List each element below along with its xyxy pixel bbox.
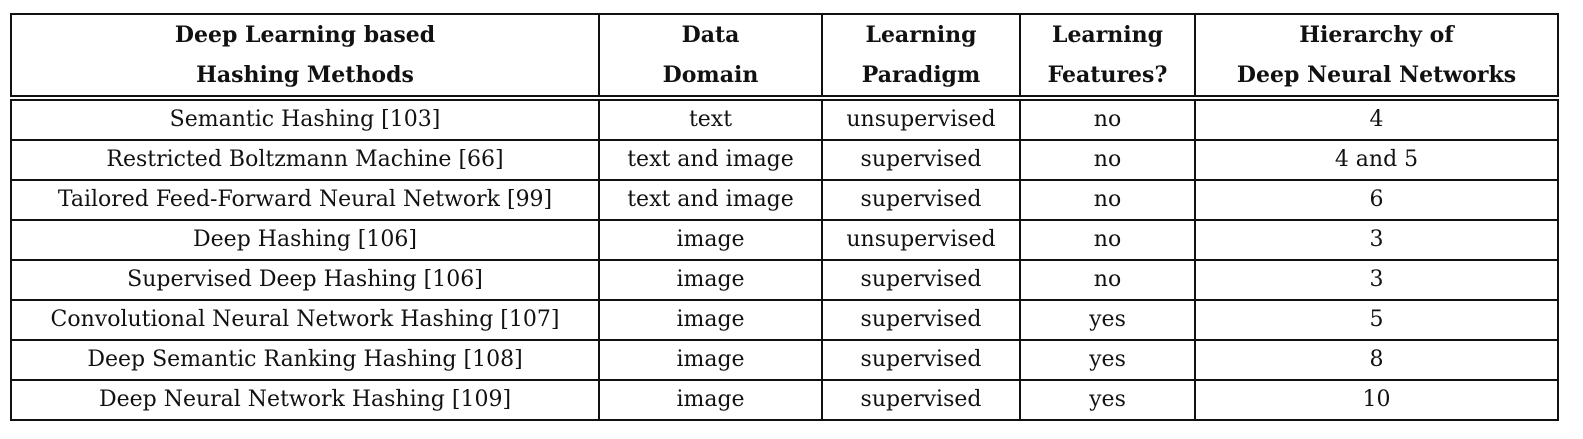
header-learning-paradigm-line1: Learning bbox=[865, 22, 977, 48]
header-learning-paradigm: Learning Paradigm bbox=[821, 13, 1021, 101]
header-learning-features-line2: Features? bbox=[1047, 62, 1168, 88]
table-row: Tailored Feed-Forward Neural Network [99… bbox=[10, 179, 1559, 221]
cell-learning-features: no bbox=[1019, 97, 1196, 141]
cell-learning-paradigm: supervised bbox=[821, 259, 1021, 301]
table-row: Deep Semantic Ranking Hashing [108] imag… bbox=[10, 339, 1559, 381]
cell-hierarchy: 4 bbox=[1194, 97, 1559, 141]
table-row: Deep Neural Network Hashing [109] image … bbox=[10, 379, 1559, 421]
hashing-methods-table-container: Deep Learning based Hashing Methods Data… bbox=[10, 13, 1559, 421]
hashing-methods-table: Deep Learning based Hashing Methods Data… bbox=[10, 13, 1559, 421]
cell-learning-features: no bbox=[1019, 179, 1196, 221]
cell-hierarchy: 5 bbox=[1194, 299, 1559, 341]
cell-method: Deep Semantic Ranking Hashing [108] bbox=[10, 339, 600, 381]
cell-data-domain: text and image bbox=[598, 179, 823, 221]
header-hierarchy: Hierarchy of Deep Neural Networks bbox=[1194, 13, 1559, 101]
cell-hierarchy: 8 bbox=[1194, 339, 1559, 381]
cell-method: Deep Hashing [106] bbox=[10, 219, 600, 261]
cell-hierarchy: 4 and 5 bbox=[1194, 139, 1559, 181]
header-learning-features: Learning Features? bbox=[1019, 13, 1196, 101]
cell-method: Supervised Deep Hashing [106] bbox=[10, 259, 600, 301]
header-learning-paradigm-line2: Paradigm bbox=[861, 62, 981, 88]
cell-method: Deep Neural Network Hashing [109] bbox=[10, 379, 600, 421]
cell-learning-features: yes bbox=[1019, 379, 1196, 421]
table-row: Convolutional Neural Network Hashing [10… bbox=[10, 299, 1559, 341]
cell-data-domain: image bbox=[598, 299, 823, 341]
cell-hierarchy: 3 bbox=[1194, 219, 1559, 261]
header-method-line2: Hashing Methods bbox=[196, 62, 414, 88]
cell-learning-paradigm: supervised bbox=[821, 379, 1021, 421]
cell-data-domain: image bbox=[598, 259, 823, 301]
cell-data-domain: image bbox=[598, 379, 823, 421]
header-hierarchy-line1: Hierarchy of bbox=[1299, 22, 1454, 48]
cell-learning-paradigm: supervised bbox=[821, 299, 1021, 341]
cell-learning-features: no bbox=[1019, 259, 1196, 301]
header-method: Deep Learning based Hashing Methods bbox=[10, 13, 600, 101]
header-data-domain-line1: Data bbox=[681, 22, 740, 48]
cell-hierarchy: 6 bbox=[1194, 179, 1559, 221]
table-row: Semantic Hashing [103] text unsupervised… bbox=[10, 97, 1559, 141]
cell-data-domain: image bbox=[598, 219, 823, 261]
table-row: Deep Hashing [106] image unsupervised no… bbox=[10, 219, 1559, 261]
table-header: Deep Learning based Hashing Methods Data… bbox=[10, 13, 1559, 101]
cell-learning-features: no bbox=[1019, 139, 1196, 181]
header-data-domain-line2: Domain bbox=[662, 62, 759, 88]
cell-learning-features: yes bbox=[1019, 339, 1196, 381]
cell-learning-paradigm: supervised bbox=[821, 179, 1021, 221]
table-body: Semantic Hashing [103] text unsupervised… bbox=[10, 97, 1559, 421]
header-method-line1: Deep Learning based bbox=[174, 22, 436, 48]
table-row: Restricted Boltzmann Machine [66] text a… bbox=[10, 139, 1559, 181]
cell-hierarchy: 3 bbox=[1194, 259, 1559, 301]
cell-learning-paradigm: unsupervised bbox=[821, 219, 1021, 261]
cell-data-domain: text and image bbox=[598, 139, 823, 181]
cell-method: Semantic Hashing [103] bbox=[10, 97, 600, 141]
cell-learning-features: yes bbox=[1019, 299, 1196, 341]
header-data-domain: Data Domain bbox=[598, 13, 823, 101]
cell-learning-paradigm: supervised bbox=[821, 339, 1021, 381]
cell-learning-features: no bbox=[1019, 219, 1196, 261]
header-learning-features-line1: Learning bbox=[1051, 22, 1164, 48]
cell-data-domain: image bbox=[598, 339, 823, 381]
cell-method: Tailored Feed-Forward Neural Network [99… bbox=[10, 179, 600, 221]
cell-method: Convolutional Neural Network Hashing [10… bbox=[10, 299, 600, 341]
header-hierarchy-line2: Deep Neural Networks bbox=[1236, 62, 1517, 88]
cell-data-domain: text bbox=[598, 97, 823, 141]
cell-method: Restricted Boltzmann Machine [66] bbox=[10, 139, 600, 181]
cell-learning-paradigm: supervised bbox=[821, 139, 1021, 181]
cell-hierarchy: 10 bbox=[1194, 379, 1559, 421]
cell-learning-paradigm: unsupervised bbox=[821, 97, 1021, 141]
header-row: Deep Learning based Hashing Methods Data… bbox=[10, 13, 1559, 101]
table-row: Supervised Deep Hashing [106] image supe… bbox=[10, 259, 1559, 301]
